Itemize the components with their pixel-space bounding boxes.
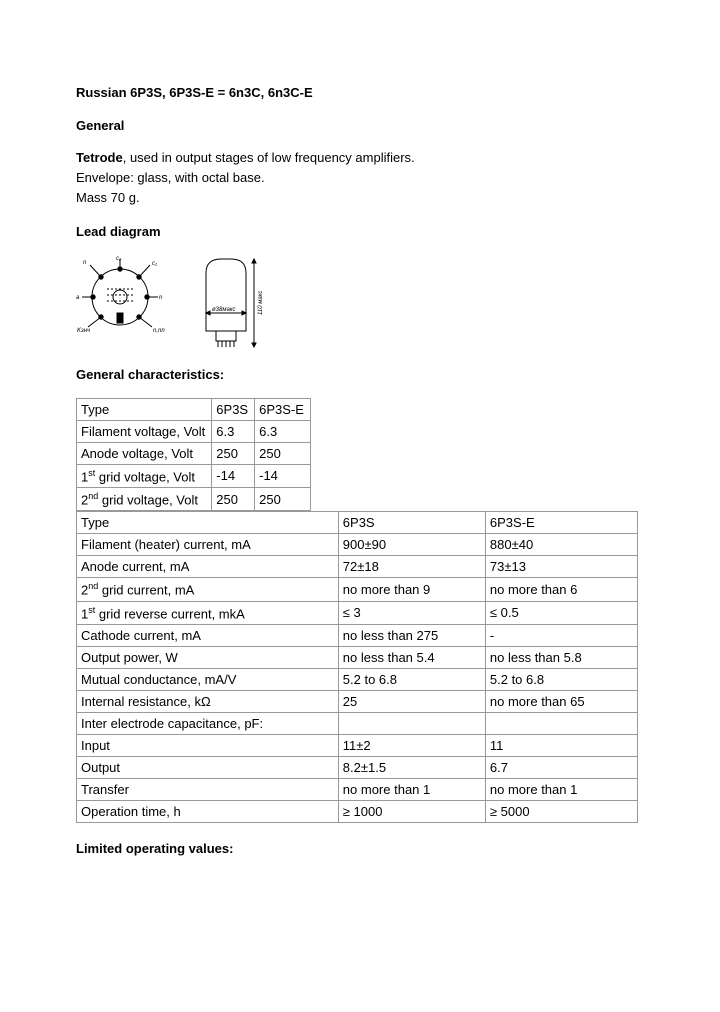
svg-text:a: a bbox=[76, 295, 80, 301]
table-cell: Inter electrode capacitance, pF: bbox=[77, 712, 339, 734]
table-cell: 11 bbox=[485, 734, 637, 756]
table-header-cell: 6P3S bbox=[338, 512, 485, 534]
table-cell: 250 bbox=[255, 442, 311, 464]
table-cell bbox=[485, 712, 637, 734]
table-cell: no more than 6 bbox=[485, 578, 637, 601]
table-cell: 250 bbox=[212, 442, 255, 464]
tube-width-label: ø38макс bbox=[212, 307, 236, 313]
section-gen-char: General characteristics: bbox=[76, 367, 644, 382]
section-limited: Limited operating values: bbox=[76, 841, 644, 856]
table-cell: ≤ 3 bbox=[338, 601, 485, 624]
svg-text:c₂: c₂ bbox=[116, 256, 122, 262]
table-cell: 2nd grid voltage, Volt bbox=[77, 487, 212, 510]
table-cell: 880±40 bbox=[485, 534, 637, 556]
table-header-cell: 6P3S-E bbox=[255, 398, 311, 420]
svg-text:c₁: c₁ bbox=[152, 261, 157, 267]
table-cell: - bbox=[485, 624, 637, 646]
svg-text:n: n bbox=[83, 260, 87, 266]
table-cell: 5.2 to 6.8 bbox=[338, 668, 485, 690]
table-cell: 5.2 to 6.8 bbox=[485, 668, 637, 690]
table-cell: no less than 275 bbox=[338, 624, 485, 646]
table-cell: ≥ 1000 bbox=[338, 800, 485, 822]
table-cell: 1st grid reverse current, mkA bbox=[77, 601, 339, 624]
svg-text:n: n bbox=[159, 295, 163, 301]
characteristics-table-1: Type6P3S6P3S-EFilament voltage, Volt6.36… bbox=[76, 398, 311, 512]
table-cell: 900±90 bbox=[338, 534, 485, 556]
table-cell: 8.2±1.5 bbox=[338, 756, 485, 778]
tetrode-bold: Tetrode bbox=[76, 150, 123, 165]
general-line-3: Mass 70 g. bbox=[76, 189, 644, 207]
table-cell: Cathode current, mA bbox=[77, 624, 339, 646]
page-title: Russian 6P3S, 6P3S-E = 6n3C, 6n3C-E bbox=[76, 85, 644, 100]
table-cell: 2nd grid current, mA bbox=[77, 578, 339, 601]
table-cell: no more than 65 bbox=[485, 690, 637, 712]
table-cell: Filament voltage, Volt bbox=[77, 420, 212, 442]
svg-text:Kзнч: Kзнч bbox=[77, 328, 90, 334]
table-cell: 72±18 bbox=[338, 556, 485, 578]
table-cell: no more than 9 bbox=[338, 578, 485, 601]
table-cell: 73±13 bbox=[485, 556, 637, 578]
table-cell: 25 bbox=[338, 690, 485, 712]
table-cell: 6.3 bbox=[212, 420, 255, 442]
table-cell: Anode current, mA bbox=[77, 556, 339, 578]
table-cell: -14 bbox=[255, 464, 311, 487]
table-header-cell: 6P3S-E bbox=[485, 512, 637, 534]
table-cell: -14 bbox=[212, 464, 255, 487]
table-cell: Input bbox=[77, 734, 339, 756]
datasheet-page: Russian 6P3S, 6P3S-E = 6n3C, 6n3C-E Gene… bbox=[0, 0, 720, 902]
table-header-cell: Type bbox=[77, 398, 212, 420]
table-cell: Mutual conductance, mA/V bbox=[77, 668, 339, 690]
table-cell: Operation time, h bbox=[77, 800, 339, 822]
table-header-cell: 6P3S bbox=[212, 398, 255, 420]
table-cell: 250 bbox=[212, 487, 255, 510]
pinout-diagram: c₂ c₁ n n,nn Kзнч a n bbox=[76, 255, 166, 337]
tube-height-label: 110 макс bbox=[258, 290, 264, 314]
section-general: General bbox=[76, 118, 644, 133]
tube-outline-diagram: ø38макс 110 макс bbox=[188, 255, 274, 351]
table-cell: Filament (heater) current, mA bbox=[77, 534, 339, 556]
table-cell: ≤ 0.5 bbox=[485, 601, 637, 624]
table-cell: Output power, W bbox=[77, 646, 339, 668]
general-line-2: Envelope: glass, with octal base. bbox=[76, 169, 644, 187]
diagram-row: c₂ c₁ n n,nn Kзнч a n bbox=[76, 255, 644, 351]
table-cell: 6.3 bbox=[255, 420, 311, 442]
table-cell: Internal resistance, kΩ bbox=[77, 690, 339, 712]
table-cell: no less than 5.4 bbox=[338, 646, 485, 668]
table-cell: no more than 1 bbox=[485, 778, 637, 800]
general-line-1-rest: , used in output stages of low frequency… bbox=[123, 150, 415, 165]
table-cell: no less than 5.8 bbox=[485, 646, 637, 668]
table-cell: no more than 1 bbox=[338, 778, 485, 800]
section-lead-diagram: Lead diagram bbox=[76, 224, 644, 239]
table-cell: Transfer bbox=[77, 778, 339, 800]
table-cell: ≥ 5000 bbox=[485, 800, 637, 822]
table-cell: 250 bbox=[255, 487, 311, 510]
table-cell bbox=[338, 712, 485, 734]
characteristics-table-2: Type6P3S6P3S-E Filament (heater) current,… bbox=[76, 511, 638, 823]
general-line-1: Tetrode, used in output stages of low fr… bbox=[76, 149, 644, 167]
table-cell: 6.7 bbox=[485, 756, 637, 778]
svg-text:n,nn: n,nn bbox=[153, 328, 165, 334]
table-header-cell: Type bbox=[77, 512, 339, 534]
table-cell: 1st grid voltage, Volt bbox=[77, 464, 212, 487]
table-cell: Anode voltage, Volt bbox=[77, 442, 212, 464]
table-cell: 11±2 bbox=[338, 734, 485, 756]
table-cell: Output bbox=[77, 756, 339, 778]
